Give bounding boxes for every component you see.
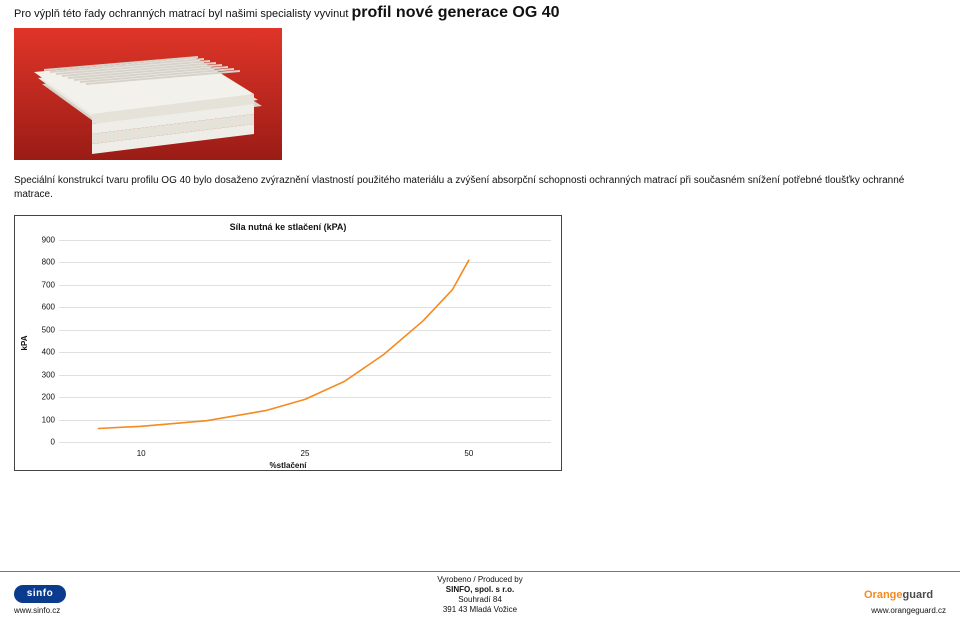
footer-company: SINFO, spol. s r.o. (0, 585, 960, 595)
description-paragraph: Speciální konstrukcí tvaru profilu OG 40… (14, 174, 944, 201)
chart-ytick: 600 (25, 303, 55, 312)
chart-curve (59, 240, 551, 442)
chart-ytick: 400 (25, 348, 55, 357)
chart-xtick: 50 (464, 449, 473, 458)
chart-ytick: 300 (25, 370, 55, 379)
footer-city: 391 43 Mladá Vožice (0, 605, 960, 615)
orangeguard-word2: guard (903, 589, 934, 601)
footer-center-block: Vyrobeno / Produced by SINFO, spol. s r.… (0, 575, 960, 615)
chart-xtick: 25 (301, 449, 310, 458)
headline: Pro výplň této řady ochranných matrací b… (14, 4, 946, 22)
chart-plot-area: 0100200300400500600700800900102550 (59, 240, 551, 442)
chart-xtick: 10 (137, 449, 146, 458)
footer-street: Souhradí 84 (0, 595, 960, 605)
product-photo (14, 28, 282, 160)
chart-ytick: 0 (25, 438, 55, 447)
chart-gridline (59, 442, 551, 443)
chart-ytick: 800 (25, 258, 55, 267)
chart-ytick: 700 (25, 280, 55, 289)
footer-divider (0, 571, 960, 572)
page-footer: Vyrobeno / Produced by SINFO, spol. s r.… (0, 571, 960, 617)
chart-ytick: 500 (25, 325, 55, 334)
chart-ytick: 900 (25, 236, 55, 245)
chart-title: Síla nutná ke stlačení (kPA) (15, 222, 561, 232)
chart-ytick: 200 (25, 393, 55, 402)
footer-left-url: www.sinfo.cz (14, 606, 60, 615)
footer-produced: Vyrobeno / Produced by (0, 575, 960, 585)
chart-x-label: %stlačení (15, 461, 561, 470)
headline-pre: Pro výplň této řady ochranných matrací b… (14, 8, 351, 20)
product-photo-svg (14, 28, 282, 160)
compression-chart: Síla nutná ke stlačení (kPA) kPA %stlače… (14, 215, 562, 471)
chart-ytick: 100 (25, 415, 55, 424)
headline-strong: profil nové generace OG 40 (351, 4, 559, 21)
sinfo-logo: sinfo (14, 585, 66, 603)
footer-right-url: www.orangeguard.cz (871, 606, 946, 615)
orangeguard-word1: Orange (864, 589, 903, 601)
orangeguard-logo: Orangeguard (864, 585, 946, 603)
